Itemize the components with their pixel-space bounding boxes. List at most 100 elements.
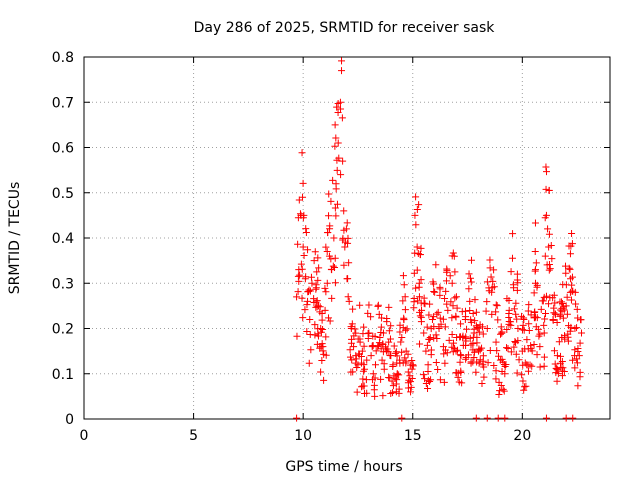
- data-point: [315, 264, 323, 272]
- data-point: [498, 368, 506, 376]
- data-point: [335, 154, 343, 162]
- y-tick-label: 0.8: [52, 50, 74, 66]
- data-point: [444, 306, 452, 314]
- data-point: [571, 352, 579, 360]
- data-point: [442, 277, 450, 285]
- data-point: [294, 288, 302, 296]
- data-point: [572, 300, 580, 308]
- data-point: [369, 376, 377, 384]
- data-point: [331, 142, 339, 150]
- data-point: [302, 273, 310, 281]
- data-point: [386, 351, 394, 359]
- data-point: [566, 250, 574, 258]
- data-point: [410, 269, 418, 277]
- data-point: [542, 414, 550, 422]
- data-point: [311, 321, 319, 329]
- data-point: [413, 205, 421, 213]
- data-point: [347, 368, 355, 376]
- data-point: [484, 359, 492, 367]
- data-point: [550, 291, 558, 299]
- data-point: [417, 276, 425, 284]
- data-point: [304, 297, 312, 305]
- y-tick-label: 0.4: [52, 231, 74, 247]
- data-point: [532, 323, 540, 331]
- data-point: [411, 249, 419, 257]
- data-point: [559, 314, 567, 322]
- data-point: [511, 338, 519, 346]
- data-point: [557, 363, 565, 371]
- data-point: [385, 303, 393, 311]
- data-point: [451, 294, 459, 302]
- data-point: [492, 301, 500, 309]
- data-point: [401, 354, 409, 362]
- data-point: [452, 369, 460, 377]
- data-point: [557, 352, 565, 360]
- data-point: [505, 313, 513, 321]
- data-point: [436, 291, 444, 299]
- data-point: [341, 243, 349, 251]
- data-point: [427, 351, 435, 359]
- data-point: [448, 279, 456, 287]
- data-point: [318, 316, 326, 324]
- data-point: [417, 244, 425, 252]
- data-point: [518, 326, 526, 334]
- data-point: [293, 293, 301, 301]
- data-point: [531, 219, 539, 227]
- data-point: [559, 303, 567, 311]
- data-point: [551, 360, 559, 368]
- data-points: [293, 57, 586, 422]
- data-point: [305, 286, 313, 294]
- data-point: [416, 251, 424, 259]
- data-point: [448, 330, 456, 338]
- data-point: [512, 339, 520, 347]
- data-point: [486, 256, 494, 264]
- data-point: [472, 414, 480, 422]
- data-point: [571, 325, 579, 332]
- y-tick-label: 0.5: [52, 186, 74, 202]
- data-point: [567, 275, 575, 283]
- data-point: [311, 331, 319, 339]
- data-point: [479, 352, 487, 360]
- data-point: [458, 379, 466, 387]
- data-point: [411, 211, 419, 219]
- data-point: [332, 212, 340, 220]
- data-point: [363, 356, 371, 364]
- data-point: [378, 356, 386, 364]
- data-point: [467, 359, 475, 367]
- data-point: [401, 293, 409, 301]
- data-point: [508, 254, 516, 262]
- data-point: [494, 414, 502, 422]
- data-point: [299, 314, 307, 322]
- data-point: [490, 283, 498, 291]
- data-point: [556, 298, 564, 306]
- data-point: [410, 304, 418, 312]
- data-point: [385, 338, 393, 346]
- data-point: [457, 367, 465, 375]
- data-point: [424, 367, 432, 375]
- data-point: [456, 333, 464, 341]
- data-point: [432, 331, 440, 339]
- data-point: [387, 322, 395, 330]
- data-point: [525, 320, 533, 328]
- data-point: [436, 314, 444, 322]
- data-point: [383, 345, 391, 353]
- data-point: [471, 296, 479, 304]
- data-point: [407, 388, 415, 396]
- data-point: [475, 359, 483, 367]
- y-tick-label: 0.2: [52, 322, 74, 338]
- data-point: [441, 359, 449, 367]
- data-point: [462, 355, 470, 363]
- data-point: [325, 190, 333, 198]
- data-point: [571, 346, 579, 354]
- x-axis-label: GPS time / hours: [285, 459, 402, 475]
- data-point: [353, 388, 361, 396]
- data-point: [408, 365, 416, 373]
- data-point: [416, 340, 424, 348]
- data-point: [494, 316, 502, 324]
- data-point: [535, 332, 543, 340]
- data-point: [363, 389, 371, 397]
- data-point: [399, 359, 407, 367]
- data-point: [299, 179, 307, 187]
- data-point: [412, 193, 420, 201]
- data-point: [544, 225, 552, 233]
